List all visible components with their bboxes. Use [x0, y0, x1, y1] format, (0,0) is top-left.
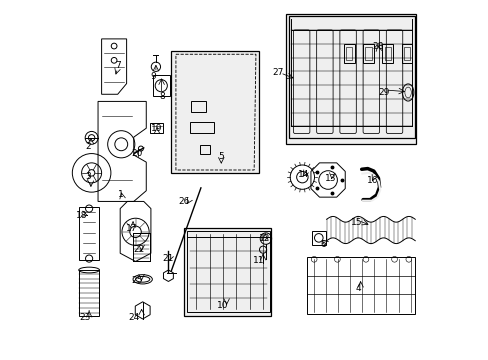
Bar: [190, 122, 214, 133]
Bar: [401, 44, 411, 63]
Bar: [403, 48, 409, 60]
Text: 7: 7: [115, 61, 121, 70]
Bar: [285, 14, 415, 144]
Text: 13: 13: [324, 174, 335, 183]
Text: 25: 25: [131, 275, 142, 284]
Text: 8: 8: [159, 91, 165, 100]
Text: 19: 19: [151, 124, 163, 133]
Text: 15: 15: [350, 219, 362, 228]
Bar: [171, 51, 258, 173]
Text: 20: 20: [131, 149, 142, 158]
Text: 18: 18: [76, 211, 87, 220]
Bar: [345, 48, 352, 60]
Text: 2: 2: [85, 141, 91, 150]
Text: 21: 21: [162, 254, 173, 263]
Text: 27: 27: [272, 68, 284, 77]
Text: 17: 17: [126, 224, 138, 233]
Text: 4: 4: [355, 284, 361, 293]
Text: 9: 9: [150, 72, 156, 81]
Bar: [200, 145, 209, 154]
Text: 14: 14: [297, 170, 308, 179]
Bar: [190, 102, 205, 112]
Text: 6: 6: [320, 240, 325, 249]
Text: 16: 16: [366, 176, 378, 185]
Text: 26: 26: [178, 197, 189, 206]
Text: 28: 28: [372, 41, 384, 50]
Text: 5: 5: [218, 152, 224, 161]
Text: 1: 1: [118, 190, 124, 199]
Bar: [79, 270, 99, 316]
Text: 10: 10: [217, 301, 228, 310]
Bar: [152, 75, 169, 96]
Text: 22: 22: [133, 245, 144, 254]
Text: 23: 23: [80, 313, 91, 322]
Bar: [133, 233, 150, 261]
Text: 12: 12: [258, 234, 269, 243]
Text: 29: 29: [377, 88, 389, 97]
Bar: [365, 48, 371, 60]
Bar: [384, 48, 390, 60]
Text: 3: 3: [85, 172, 91, 181]
Text: 11: 11: [252, 256, 264, 265]
Bar: [363, 44, 373, 63]
Bar: [382, 44, 392, 63]
Bar: [343, 44, 354, 63]
Text: 24: 24: [128, 313, 139, 322]
Bar: [183, 228, 271, 316]
